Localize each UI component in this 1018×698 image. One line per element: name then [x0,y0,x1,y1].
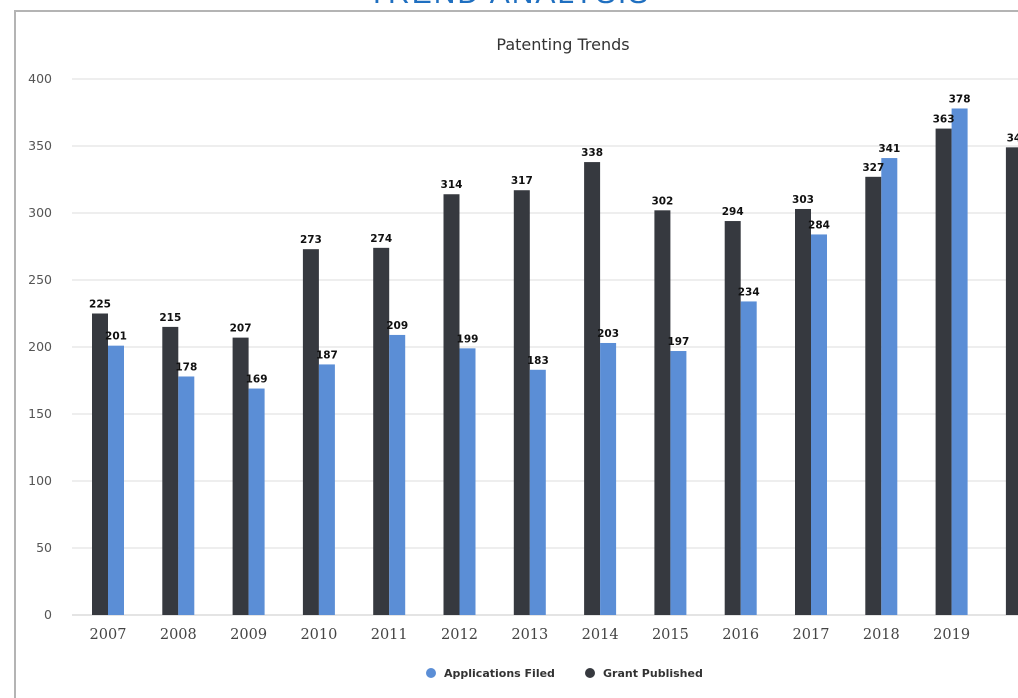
data-label: 234 [738,286,760,298]
x-tick-label: 2012 [441,627,478,643]
y-tick-label: 250 [28,272,52,287]
grant-bar-2010 [302,249,319,615]
applications-bar-2014 [600,342,617,615]
legend: Applications Filed Grant Published [426,667,703,680]
data-labels: 225 201 215 178 207 169 273 187 274 209 314 199 317 1… [89,93,1018,385]
grant-bar-2014 [584,162,601,615]
grant-bar-2012 [443,194,460,616]
y-tick-label: 200 [28,339,52,354]
data-label: 215 [159,312,181,324]
y-tick-label: 100 [28,473,52,488]
legend-label: Applications Filed [444,667,555,680]
applications-bar-2018 [881,158,898,615]
y-tick-label: 0 [44,607,52,622]
applications-bar-2016 [740,301,757,615]
grant-bar-2009 [232,337,249,615]
data-label: 314 [441,179,463,191]
y-tick-label: 150 [28,406,52,421]
x-tick-label: 2017 [793,627,830,643]
x-axis-ticks: 2007 2008 2009 2010 2011 2012 2013 2014 2015 2016… [90,627,1018,643]
applications-bar-2010 [318,364,335,615]
data-label: 294 [722,206,744,218]
data-label: 197 [667,336,689,348]
data-label: 209 [386,320,408,332]
data-label: 363 [933,114,955,126]
y-tick-label: 400 [28,71,52,86]
data-label: 378 [949,93,971,105]
x-tick-label: 2014 [582,627,619,643]
data-label: 317 [511,175,533,187]
legend-marker [426,668,436,678]
applications-bar-2015 [670,351,687,615]
grant-bar-2008 [162,326,179,615]
page-banner-title: TREND ANALYSIS [0,0,1018,14]
x-tick-label: 2011 [371,627,408,643]
grant-bar-2013 [513,190,530,615]
chart-frame [14,10,1018,698]
grant-bar-2020 [1005,147,1018,615]
data-label: 341 [878,143,900,155]
applications-bar-2012 [459,348,476,615]
data-label: 303 [792,194,814,206]
data-label: 207 [230,323,252,335]
grant-bar-2019 [935,128,952,615]
data-label: 183 [527,355,549,367]
x-tick-label: 2010 [300,627,337,643]
data-label: 302 [651,195,673,207]
data-label: 187 [316,349,338,361]
applications-bar-2008 [178,376,195,615]
legend-label: Grant Published [603,667,703,680]
data-label: 203 [597,328,619,340]
data-label: 327 [862,162,884,174]
y-tick-label: 50 [36,540,52,555]
data-label: 274 [370,233,392,245]
y-tick-label: 350 [28,138,52,153]
x-tick-label: 2013 [511,627,548,643]
x-tick-label: 2015 [652,627,689,643]
applications-bar-2007 [108,345,124,615]
applications-bar-2009 [248,388,265,615]
grant-bar-2017 [795,208,811,616]
x-tick-label: 2008 [160,627,197,643]
applications-bar-2011 [389,334,406,615]
y-axis-ticks: 0 50 100 150 200 250 300 350 400 [28,71,52,622]
applications-bar-2019 [951,108,968,615]
x-tick-label: 2019 [933,627,970,643]
x-tick-label: 2009 [230,627,267,643]
data-label: 225 [89,299,111,311]
data-label: 273 [300,234,322,246]
applications-bar-2017 [811,234,827,615]
x-tick-label: 2007 [90,627,127,643]
y-tick-label: 300 [28,205,52,220]
data-label: 178 [175,361,197,373]
grant-bar-2018 [865,176,882,615]
data-label: 284 [808,219,830,231]
data-label: 169 [246,374,268,386]
grant-bar-2007 [92,313,108,615]
legend-marker [585,668,595,678]
grant-bar-2015 [654,210,671,615]
data-label: 34 [1007,132,1018,144]
data-label: 199 [457,333,479,345]
x-tick-label: 2016 [722,627,759,643]
grant-bar-2011 [373,247,390,615]
applications-bar-2013 [529,369,546,615]
x-tick-label: 2018 [863,627,900,643]
data-label: 338 [581,147,603,159]
chart-title: Patenting Trends [496,35,629,54]
grant-bar-2016 [724,221,741,616]
bars [92,108,1018,616]
data-label: 201 [105,331,127,343]
